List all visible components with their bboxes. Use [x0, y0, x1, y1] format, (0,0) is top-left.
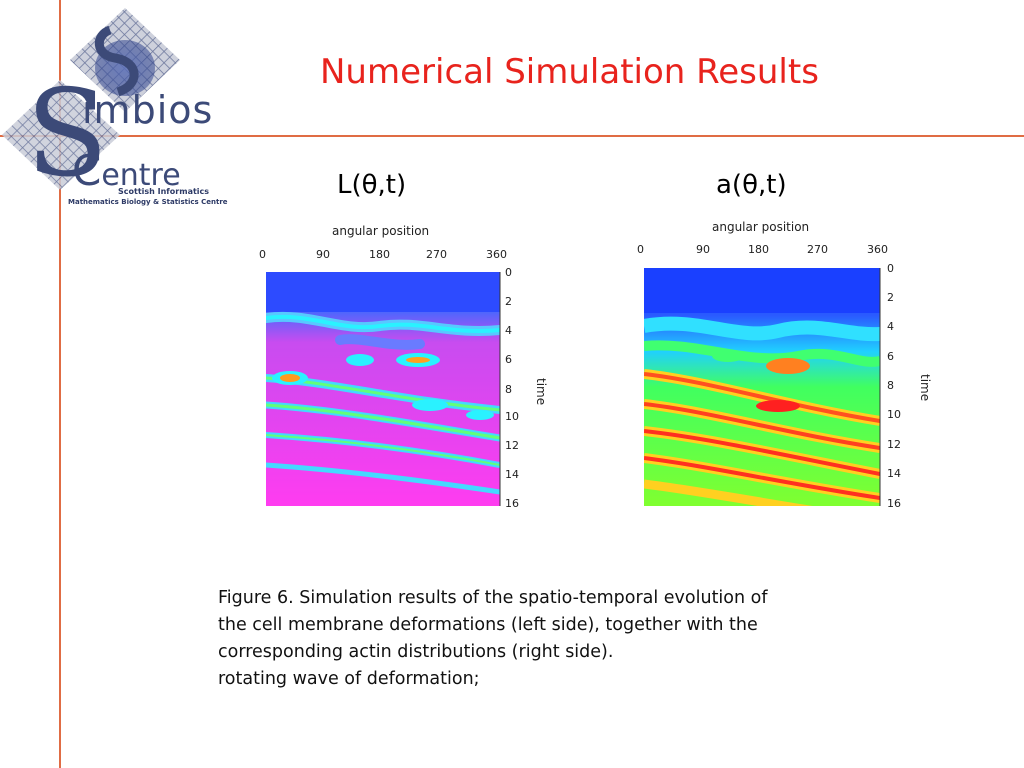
right-x-tick: 360: [867, 243, 888, 256]
right-x-tick: 270: [807, 243, 828, 256]
left-y-axis-title: time: [534, 378, 548, 406]
right-x-tick: 180: [748, 243, 769, 256]
horizontal-accent-line: [0, 135, 1024, 137]
left-y-tick: 0: [505, 266, 512, 279]
logo-subtitle-1: Scottish Informatics: [118, 187, 210, 196]
vertical-accent-line: [59, 0, 61, 768]
slide-title: Numerical Simulation Results: [320, 52, 819, 92]
caption-line: the cell membrane deformations (left sid…: [218, 615, 758, 635]
right-x-tick: 0: [637, 243, 644, 256]
left-x-tick: 360: [486, 248, 507, 261]
right-x-tick: 90: [696, 243, 710, 256]
right-x-axis-title: angular position: [712, 220, 810, 234]
right-y-tick: 10: [887, 408, 901, 421]
left-y-tick: 12: [505, 439, 519, 452]
left-y-tick: 2: [505, 295, 512, 308]
right-y-tick: 12: [887, 438, 901, 451]
logo-text-centre: Centre: [72, 146, 181, 195]
right-panel-label: a(θ,t): [716, 170, 787, 200]
right-heatmap: [644, 268, 881, 506]
left-x-tick: 270: [426, 248, 447, 261]
caption-line: corresponding actin distributions (right…: [218, 642, 614, 662]
right-y-tick: 16: [887, 497, 901, 510]
logo-letter-s: S: [26, 65, 109, 204]
logo-subtitle-2: Mathematics Biology & Statistics Centre: [68, 198, 228, 206]
left-y-tick: 14: [505, 468, 519, 481]
right-y-tick: 0: [887, 262, 894, 275]
caption-line: rotating wave of deformation;: [218, 669, 480, 689]
left-x-tick: 180: [369, 248, 390, 261]
right-y-tick: 2: [887, 291, 894, 304]
right-y-tick: 4: [887, 320, 894, 333]
left-x-axis-title: angular position: [332, 224, 430, 238]
left-x-tick: 90: [316, 248, 330, 261]
left-heatmap: [266, 272, 501, 506]
left-y-tick: 10: [505, 410, 519, 423]
logo-text-imbios: imbios: [82, 88, 214, 132]
simbios-logo: S imbios Centre Scottish Informatics Mat…: [0, 0, 240, 215]
right-y-tick: 6: [887, 350, 894, 363]
right-y-axis-title: time: [918, 374, 932, 402]
left-x-tick: 0: [259, 248, 266, 261]
left-y-tick: 4: [505, 324, 512, 337]
right-y-tick: 8: [887, 379, 894, 392]
left-panel-label: L(θ,t): [337, 170, 407, 200]
right-y-tick: 14: [887, 467, 901, 480]
caption-line: Figure 6. Simulation results of the spat…: [218, 588, 768, 608]
left-y-tick: 6: [505, 353, 512, 366]
left-y-tick: 16: [505, 497, 519, 510]
left-y-tick: 8: [505, 383, 512, 396]
figure-caption: Figure 6. Simulation results of the spat…: [218, 585, 918, 693]
logo-mesh-graphic: [2, 8, 180, 190]
